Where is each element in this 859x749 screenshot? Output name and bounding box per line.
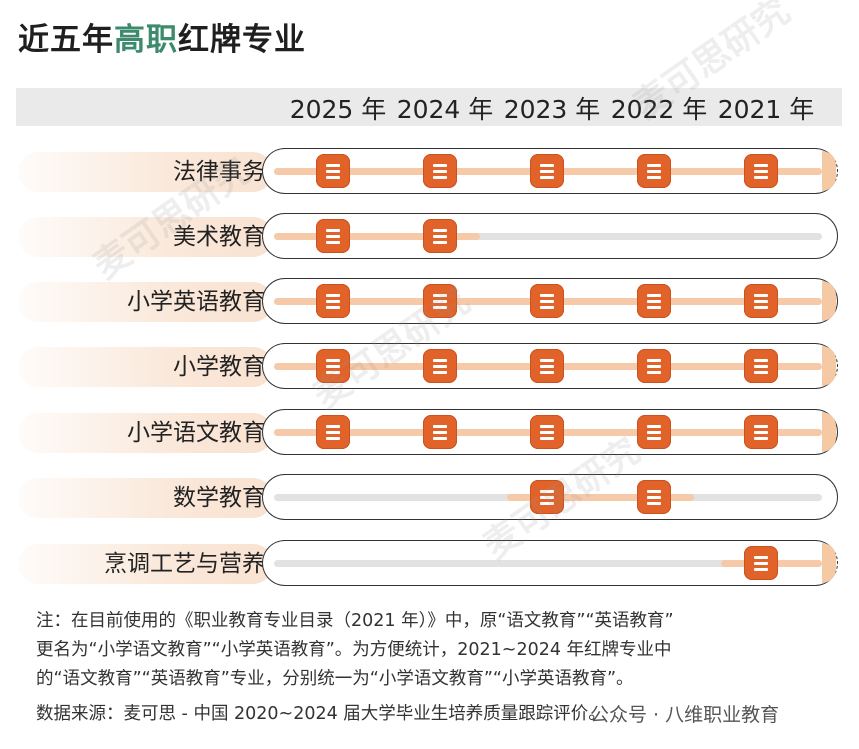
- year-header-2021: 2021 年: [717, 95, 815, 124]
- title-before: 近五年: [18, 22, 114, 58]
- table-row: 小学语文教育: [18, 409, 840, 457]
- year-header-band: [16, 88, 842, 126]
- redcard-list-icon: [744, 415, 778, 449]
- page-title: 近五年高职红牌专业: [18, 14, 306, 59]
- timeline-track-fill: [274, 233, 480, 240]
- row-label: 美术教育: [18, 217, 273, 257]
- redcard-list-icon: [637, 154, 671, 188]
- redcard-list-icon: [744, 546, 778, 580]
- redcard-list-icon: [423, 349, 457, 383]
- timeline-end-cap: [822, 151, 836, 191]
- table-row: 小学英语教育: [18, 278, 840, 326]
- redcard-list-icon: [744, 349, 778, 383]
- redcard-list-icon: [423, 219, 457, 253]
- redcard-list-icon: [530, 480, 564, 514]
- redcard-list-icon: [530, 415, 564, 449]
- account-tag: 公众号 · 八维职业教育: [590, 704, 780, 726]
- row-label: 烹调工艺与营养: [18, 544, 273, 584]
- redcard-list-icon: [423, 415, 457, 449]
- table-row: 小学教育: [18, 343, 840, 391]
- footnote-line: 注：在目前使用的《职业教育专业目录（2021 年）》中，原“语文教育”“英语教育…: [36, 611, 674, 631]
- row-label: 小学英语教育: [18, 282, 273, 322]
- year-header-2025: 2025 年: [289, 95, 387, 124]
- timeline-end-cap: [822, 281, 836, 321]
- timeline-track: [274, 560, 822, 567]
- footnote-line: 的“语文教育”“英语教育”专业，分别统一为“小学语文教育”“小学英语教育”。: [36, 669, 634, 689]
- row-label: 数学教育: [18, 478, 273, 518]
- redcard-list-icon: [316, 219, 350, 253]
- title-highlight: 高职: [114, 22, 178, 58]
- redcard-list-icon: [637, 349, 671, 383]
- timeline-track-fill: [507, 494, 694, 501]
- redcard-list-icon: [316, 154, 350, 188]
- redcard-list-icon: [316, 284, 350, 318]
- redcard-list-icon: [423, 154, 457, 188]
- redcard-list-icon: [530, 349, 564, 383]
- footnote: 注：在目前使用的《职业教育专业目录（2021 年）》中，原“语文教育”“英语教育…: [36, 607, 842, 694]
- row-label: 小学教育: [18, 347, 273, 387]
- timeline-end-cap: [822, 346, 836, 386]
- timeline-end-cap: [822, 543, 836, 583]
- table-row: 烹调工艺与营养: [18, 540, 840, 588]
- redcard-list-icon: [530, 154, 564, 188]
- timeline-end-cap: [822, 412, 836, 452]
- year-header-2022: 2022 年: [610, 95, 708, 124]
- year-header-2024: 2024 年: [396, 95, 494, 124]
- redcard-list-icon: [316, 349, 350, 383]
- table-row: 美术教育: [18, 213, 840, 261]
- row-label: 小学语文教育: [18, 413, 273, 453]
- data-source: 数据来源：麦可思 - 中国 2020~2024 届大学毕业生培养质量跟踪评价。: [36, 704, 606, 724]
- year-header-2023: 2023 年: [503, 95, 601, 124]
- redcard-list-icon: [637, 480, 671, 514]
- redcard-list-icon: [744, 284, 778, 318]
- title-after: 红牌专业: [178, 22, 306, 58]
- redcard-list-icon: [530, 284, 564, 318]
- row-label: 法律事务: [18, 152, 273, 192]
- redcard-list-icon: [637, 415, 671, 449]
- redcard-list-icon: [316, 415, 350, 449]
- redcard-list-icon: [423, 284, 457, 318]
- table-row: 数学教育: [18, 474, 840, 522]
- timeline-track: [274, 233, 822, 240]
- table-row: 法律事务: [18, 148, 840, 196]
- footnote-line: 更名为“小学语文教育”“小学英语教育”。为方便统计，2021~2024 年红牌专…: [36, 640, 672, 660]
- redcard-list-icon: [744, 154, 778, 188]
- redcard-list-icon: [637, 284, 671, 318]
